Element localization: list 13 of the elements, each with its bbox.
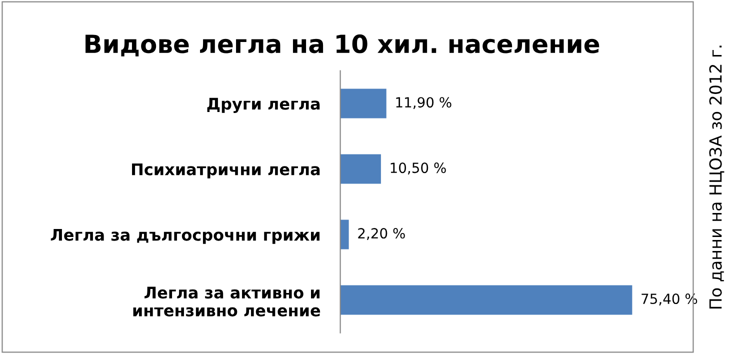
- bar: [340, 220, 349, 250]
- text: По данни на НЦОЗА зо 2012 г.: [709, 46, 724, 308]
- bar: [340, 88, 386, 118]
- y-tick-label: Легла за активно и интензивно лечение: [133, 286, 320, 316]
- bar: [340, 285, 632, 315]
- y-tick-label: Други легла: [207, 98, 320, 113]
- y-tick-label: Легла за дългосрочни грижи: [50, 228, 320, 244]
- data-label: 10,50 %: [390, 162, 446, 174]
- bar: [340, 154, 381, 184]
- chart-title: Видове легла на 10 хил. население: [86, 34, 600, 56]
- data-label: 11,90 %: [396, 97, 452, 109]
- data-label: 2,20 %: [358, 228, 405, 240]
- y-tick-label: Психиатрични легла: [132, 163, 320, 178]
